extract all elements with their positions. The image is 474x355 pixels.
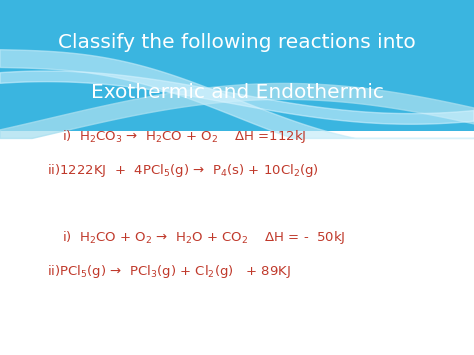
- Text: i)  H$_2$CO$_3$ →  H$_2$CO + O$_2$    ΔH =112kJ: i) H$_2$CO$_3$ → H$_2$CO + O$_2$ ΔH =112…: [62, 128, 306, 145]
- Text: ii)PCl$_5$(g) →  PCl$_3$(g) + Cl$_2$(g)   + 89KJ: ii)PCl$_5$(g) → PCl$_3$(g) + Cl$_2$(g) +…: [47, 263, 292, 280]
- Text: i)  H$_2$CO + O$_2$ →  H$_2$O + CO$_2$    ΔH = -  50kJ: i) H$_2$CO + O$_2$ → H$_2$O + CO$_2$ ΔH …: [62, 229, 345, 246]
- Text: ii)1222KJ  +  4PCl$_5$(g) →  P$_4$(s) + 10Cl$_2$(g): ii)1222KJ + 4PCl$_5$(g) → P$_4$(s) + 10C…: [47, 162, 319, 179]
- FancyBboxPatch shape: [0, 0, 474, 131]
- FancyBboxPatch shape: [0, 131, 474, 355]
- Text: Exothermic and Endothermic: Exothermic and Endothermic: [91, 83, 383, 102]
- Text: Classify the following reactions into: Classify the following reactions into: [58, 33, 416, 52]
